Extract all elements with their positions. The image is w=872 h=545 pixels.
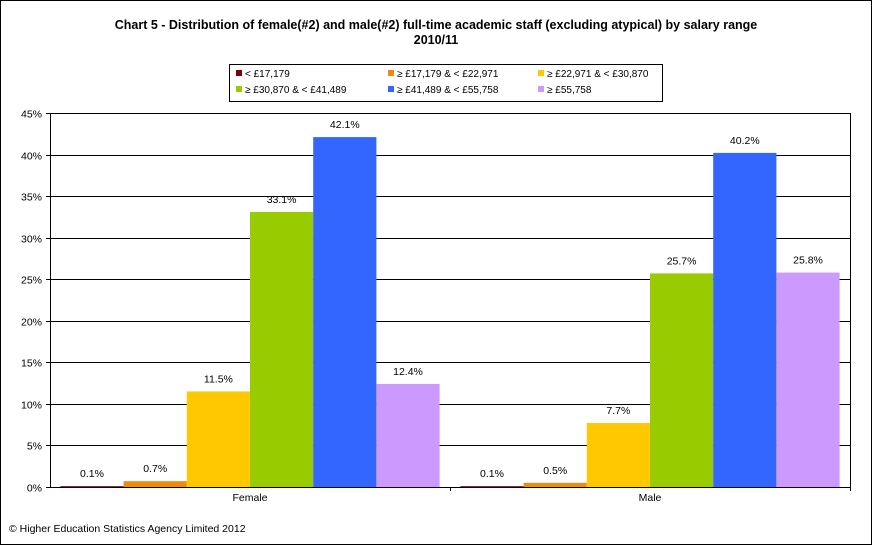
- data-label: 42.1%: [330, 119, 360, 131]
- data-label: 25.7%: [667, 255, 697, 267]
- chart-title-line2: 2010/11: [413, 33, 459, 47]
- y-tick-label: 35%: [21, 192, 42, 204]
- bar: [250, 211, 314, 487]
- data-label: 11.5%: [204, 373, 233, 385]
- legend-swatch: [236, 86, 242, 93]
- legend-swatch: [538, 86, 544, 93]
- legend-swatch: [388, 86, 394, 93]
- legend-label: < £17,179: [245, 69, 290, 80]
- x-tick-label: Male: [639, 492, 662, 504]
- chart-title: Chart 5 - Distribution of female(#2) and…: [0, 18, 872, 48]
- legend-item: ≥ £22,971 & < £30,870: [538, 68, 648, 82]
- chart-title-line1: Chart 5 - Distribution of female(#2) and…: [114, 18, 758, 32]
- bar: [650, 273, 714, 487]
- bar: [123, 481, 187, 487]
- data-label: 25.8%: [793, 255, 823, 267]
- bar: [186, 391, 250, 487]
- legend-swatch: [388, 70, 394, 77]
- legend-label: ≥ £30,870 & < £41,489: [245, 85, 347, 96]
- bar: [60, 486, 124, 487]
- data-label: 0.1%: [80, 468, 104, 480]
- legend: < £17,179 ≥ £17,179 & < £22,971 ≥ £22,97…: [229, 64, 663, 102]
- y-tick-label: 10%: [21, 400, 42, 412]
- legend-label: ≥ £55,758: [547, 85, 592, 96]
- data-label: 0.7%: [143, 463, 167, 475]
- y-tick-label: 20%: [21, 317, 42, 329]
- y-tick-label: 40%: [21, 151, 42, 163]
- bar: [586, 423, 650, 487]
- y-tick-label: 5%: [27, 441, 42, 453]
- bar: [376, 383, 440, 487]
- x-tick-label: Female: [232, 492, 267, 504]
- legend-swatch: [538, 70, 544, 77]
- bar: [460, 486, 524, 487]
- legend-swatch: [236, 70, 242, 77]
- bar: [523, 482, 587, 487]
- y-tick-label: 15%: [21, 358, 42, 370]
- legend-label: ≥ £41,489 & < £55,758: [397, 85, 499, 96]
- data-label: 12.4%: [393, 366, 423, 378]
- legend-item: ≥ £55,758: [538, 84, 591, 98]
- legend-label: ≥ £22,971 & < £30,870: [547, 69, 649, 80]
- y-tick-label: 45%: [21, 109, 42, 121]
- copyright-footer: © Higher Education Statistics Agency Lim…: [9, 523, 246, 535]
- y-tick-label: 0%: [27, 483, 42, 495]
- data-label: 0.1%: [480, 468, 504, 480]
- legend-label: ≥ £17,179 & < £22,971: [397, 69, 499, 80]
- data-label: 7.7%: [606, 405, 630, 417]
- bar: [776, 272, 840, 487]
- bar: [713, 152, 777, 488]
- bar: [313, 137, 377, 487]
- y-tick-label: 25%: [21, 275, 42, 287]
- legend-item: ≥ £17,179 & < £22,971: [388, 68, 498, 82]
- data-label: 40.2%: [730, 135, 760, 147]
- y-tick-label: 30%: [21, 234, 42, 246]
- legend-item: ≥ £41,489 & < £55,758: [388, 84, 498, 98]
- data-label: 33.1%: [267, 194, 297, 206]
- legend-item: ≥ £30,870 & < £41,489: [236, 84, 346, 98]
- legend-item: < £17,179: [236, 68, 290, 82]
- data-label: 0.5%: [543, 465, 567, 477]
